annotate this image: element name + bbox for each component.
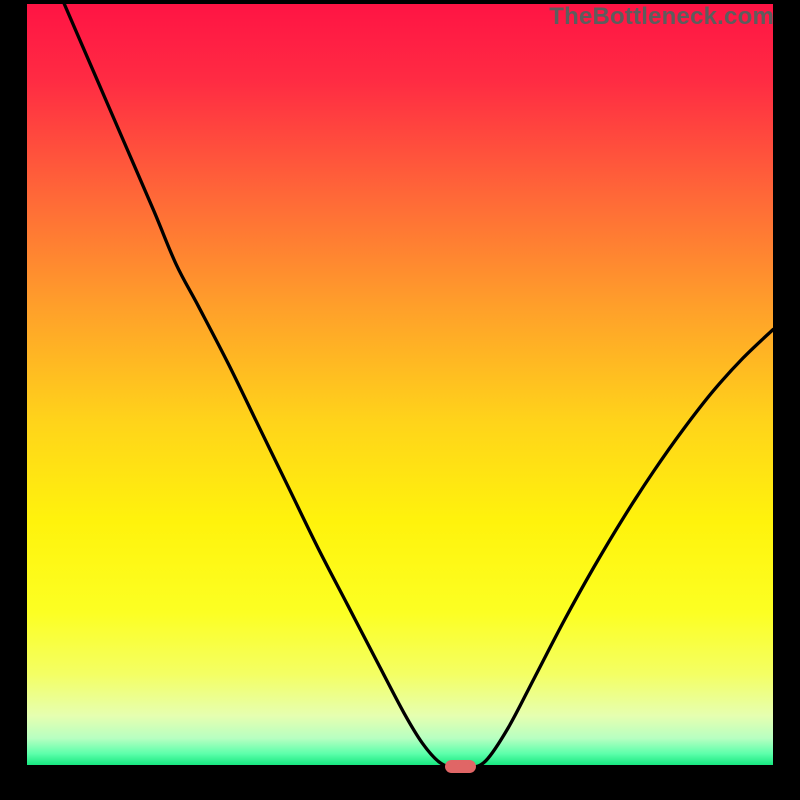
watermark-text: TheBottleneck.com — [549, 3, 774, 31]
chart-canvas: TheBottleneck.com — [0, 0, 800, 800]
optimum-marker — [445, 760, 476, 773]
background-gradient — [27, 4, 773, 765]
plot-area — [27, 4, 773, 770]
